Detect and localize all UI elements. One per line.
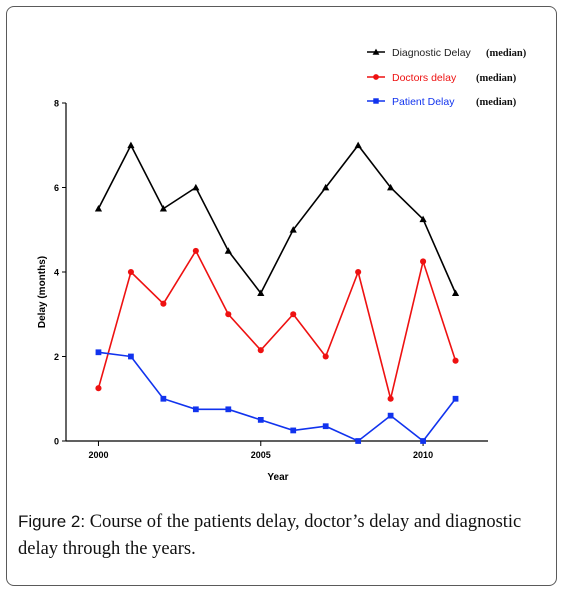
data-point-patient-delay xyxy=(225,406,232,413)
y-tick-label: 2 xyxy=(54,352,59,362)
figure-frame xyxy=(6,6,557,586)
legend-item-patient-delay: Patient Delay (median) xyxy=(367,96,517,108)
axes: 0 2 4 6 8 2000 2005 2010 Year Delay (months) xyxy=(37,99,488,483)
legend-marker xyxy=(372,48,380,55)
data-point-patient-delay xyxy=(387,412,394,419)
data-point-doctors-delay xyxy=(420,258,427,265)
legend-qualifier: (median) xyxy=(476,97,517,108)
legend-qualifier: (median) xyxy=(486,48,527,59)
x-tick-label: 2010 xyxy=(413,450,433,460)
data-point-doctors-delay xyxy=(322,353,329,360)
legend-marker xyxy=(373,74,379,80)
data-point-diagnostic-delay xyxy=(94,205,103,212)
data-point-diagnostic-delay xyxy=(289,226,297,233)
figure-caption-text: Course of the patients delay, doctor’s d… xyxy=(18,512,522,559)
x-axis-label: Year xyxy=(267,472,288,483)
series-line-diagnostic-delay xyxy=(97,143,457,295)
data-point-diagnostic-delay xyxy=(354,141,362,149)
legend-marker xyxy=(373,98,379,104)
legend-item-doctors-delay: Doctors delay (median) xyxy=(367,72,517,84)
series-doctors-delay xyxy=(95,247,459,402)
data-point-doctors-delay xyxy=(160,300,167,307)
legend-label: Diagnostic Delay xyxy=(392,47,472,59)
data-point-diagnostic-delay xyxy=(419,215,427,223)
data-point-doctors-delay xyxy=(355,268,362,276)
data-point-doctors-delay xyxy=(95,385,102,392)
data-point-patient-delay xyxy=(192,406,199,413)
data-point-doctors-delay xyxy=(192,247,199,254)
legend-label: Doctors delay xyxy=(392,72,457,84)
data-point-patient-delay xyxy=(257,416,264,423)
data-point-patient-delay xyxy=(128,353,134,360)
data-point-doctors-delay xyxy=(452,357,459,364)
x-tick-label: 2000 xyxy=(88,450,108,460)
data-point-patient-delay xyxy=(95,349,102,356)
data-point-diagnostic-delay xyxy=(257,289,265,297)
data-point-doctors-delay xyxy=(127,268,134,276)
data-point-diagnostic-delay xyxy=(322,183,330,191)
legend-item-diagnostic-delay: Diagnostic Delay (median) xyxy=(367,47,527,59)
legend-label: Patient Delay xyxy=(392,96,455,108)
data-point-diagnostic-delay xyxy=(451,289,460,297)
y-tick-label: 0 xyxy=(54,437,59,447)
data-point-patient-delay xyxy=(355,438,362,444)
y-tick-label: 6 xyxy=(54,183,59,193)
data-point-diagnostic-delay xyxy=(127,141,135,149)
legend-qualifier: (median) xyxy=(476,73,517,84)
x-tick-label: 2005 xyxy=(251,450,271,460)
series-layer xyxy=(94,141,460,444)
data-point-patient-delay xyxy=(452,395,459,402)
series-line-doctors-delay xyxy=(97,249,457,399)
series-line-patient-delay xyxy=(98,351,457,443)
series-diagnostic-delay xyxy=(94,141,460,297)
line-chart: 0 2 4 6 8 2000 2005 2010 Year Delay (months) Diag… xyxy=(37,47,527,483)
data-point-doctors-delay xyxy=(257,347,264,354)
data-point-doctors-delay xyxy=(290,311,297,318)
data-point-diagnostic-delay xyxy=(387,183,395,191)
series-patient-delay xyxy=(95,349,459,444)
y-axis-label: Delay (months) xyxy=(37,256,48,328)
data-point-diagnostic-delay xyxy=(224,247,232,254)
data-point-doctors-delay xyxy=(225,311,232,318)
figure-label: Figure 2: xyxy=(18,512,86,531)
data-point-diagnostic-delay xyxy=(159,205,167,212)
y-tick-label: 4 xyxy=(54,268,59,278)
data-point-patient-delay xyxy=(290,427,297,434)
data-point-diagnostic-delay xyxy=(192,183,200,191)
data-point-patient-delay xyxy=(322,423,329,430)
data-point-patient-delay xyxy=(160,395,167,402)
data-point-patient-delay xyxy=(420,438,426,444)
legend: Diagnostic Delay (median) Doctors delay (me… xyxy=(367,47,527,108)
figure-caption: Figure 2: Course of the patients delay, … xyxy=(18,508,550,563)
y-tick-label: 8 xyxy=(54,99,59,109)
data-point-doctors-delay xyxy=(387,395,394,402)
